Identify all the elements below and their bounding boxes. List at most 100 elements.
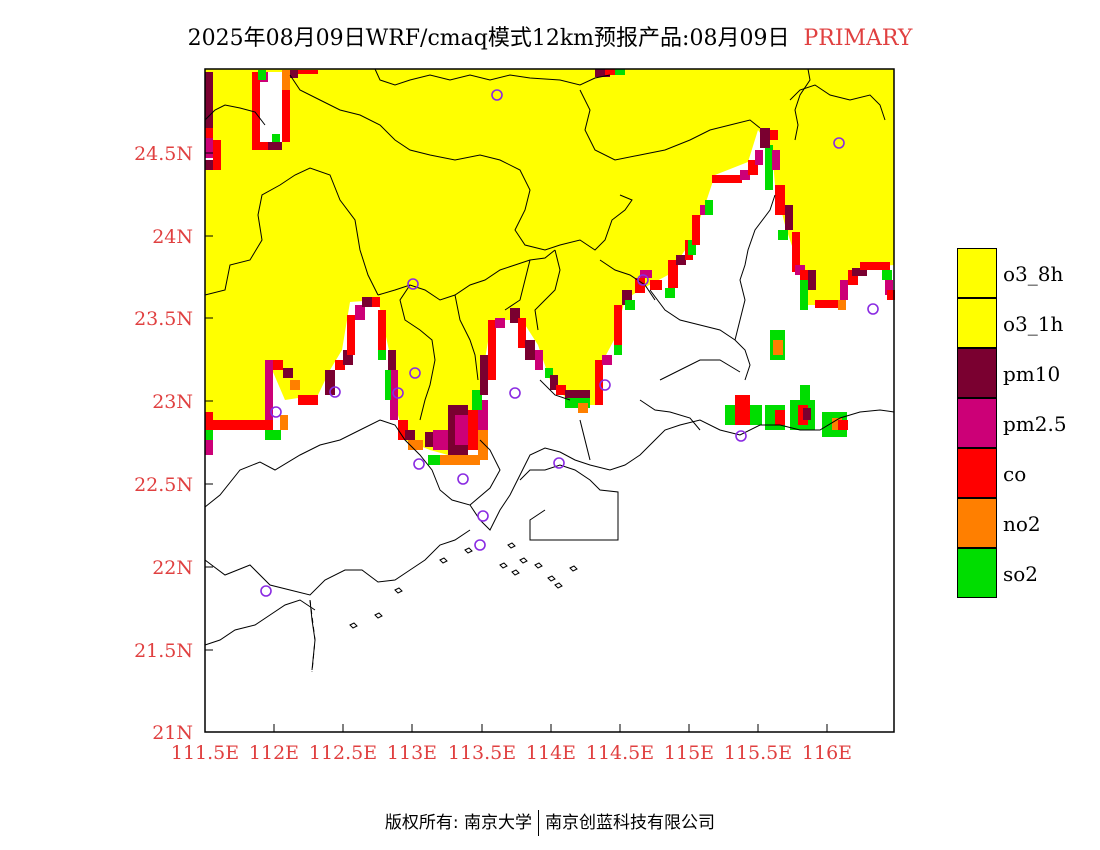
pollutant-cell-pm25 [840, 280, 848, 300]
island [547, 575, 556, 582]
legend-swatch [957, 248, 997, 298]
pollutant-cell-pm25 [755, 150, 763, 165]
pollutant-cell-no2 [282, 70, 290, 90]
pollutant-cell-so2 [265, 430, 281, 440]
ozone-region [205, 69, 894, 455]
pollutant-cell-pm25 [535, 350, 543, 370]
pollutant-cell-co [635, 278, 645, 293]
footer-right: 南京创蓝科技有限公司 [545, 813, 716, 833]
lon-tick-label: 113.5E [448, 742, 516, 764]
pollutant-cell-so2 [765, 145, 773, 190]
pollutant-cell-pm10 [205, 72, 213, 132]
pollutant-cell-so2 [615, 69, 625, 75]
pollutant-cell-co [518, 318, 526, 348]
legend-item-so2: so2 [957, 548, 1087, 598]
station-marker [329, 386, 341, 398]
boundary-line [454, 294, 479, 381]
legend-swatch [957, 448, 997, 498]
pollutant-cell-pm10 [803, 408, 811, 420]
legend-item-pm25: pm2.5 [957, 398, 1087, 448]
boundary-line [204, 104, 266, 126]
pollutant-cell-co [252, 72, 260, 142]
lat-tick-label: 24.5N [134, 143, 193, 165]
legend-label: no2 [1003, 512, 1041, 536]
footer-left: 版权所有: 南京大学 [384, 813, 533, 833]
ozone-gap [260, 72, 282, 144]
pollutant-cell-co [282, 72, 290, 142]
station-marker [735, 430, 747, 442]
pollutant-cell-pm10 [622, 290, 632, 305]
pollutant-cell-pm25 [772, 150, 780, 170]
pollutant-cell-so2 [800, 280, 808, 310]
pollutant-cell-co [468, 410, 478, 450]
station-marker [392, 387, 404, 399]
pollutant-cell-pm10 [676, 255, 686, 265]
pollutant-cell-co [298, 70, 318, 74]
station-marker [509, 387, 521, 399]
pollutant-cell-pm10 [480, 355, 488, 395]
legend: o3_8h o3_1h pm10 pm2.5 co no2 so2 [957, 248, 1087, 598]
boundary-line [399, 284, 436, 421]
pollutant-cell-so2 [385, 370, 391, 400]
legend-swatch [957, 498, 997, 548]
pollutant-cell-co [335, 360, 345, 370]
pollutant-cell-co [205, 128, 213, 138]
lat-axis: 24.5N 24N 23.5N 23N 22.5N 22N 21.5N 21N [134, 143, 213, 744]
pollutant-cell-pm10 [808, 270, 816, 290]
pollutant-cell-pm25 [433, 430, 448, 450]
station-marker [833, 137, 845, 149]
pollutant-cell-pm10 [388, 350, 396, 370]
boundary-line [794, 68, 811, 141]
lat-tick-label: 22N [152, 557, 193, 579]
lon-axis: 111.5E 112E 112.5E 113E 113.5E 114E 114.5E 115E… [171, 724, 852, 764]
pollutant-cell-pm10 [283, 368, 293, 378]
legend-swatch [957, 348, 997, 398]
pollutant-cell-co [650, 280, 662, 290]
island [569, 565, 578, 572]
title-main: 2025年08月09日WRF/cmaq模式12km预报产品:08月09日 [187, 26, 790, 51]
legend-item-o3_1h: o3_1h [957, 298, 1087, 348]
lat-tick-label: 24N [152, 226, 193, 248]
lon-tick-label: 115.5E [724, 742, 792, 764]
legend-swatch [957, 398, 997, 448]
station-marker [867, 303, 879, 315]
pollutant-cell-co [712, 175, 742, 183]
pollutant-cell-no2 [478, 430, 488, 460]
boundary-line [204, 409, 895, 531]
station-marker [270, 406, 282, 418]
island [554, 582, 563, 589]
pollutant-cell-so2 [272, 134, 280, 142]
legend-label: so2 [1003, 562, 1039, 586]
island [439, 557, 448, 564]
island [534, 562, 543, 569]
pollutant-cell-co [775, 410, 785, 425]
boundary-line [639, 399, 701, 431]
pollutant-cell-pm25 [495, 318, 505, 328]
lat-tick-label: 23N [152, 391, 193, 413]
pollutant-cell-so2 [778, 230, 788, 240]
pollutant-cell-no2 [408, 440, 423, 450]
island [464, 547, 473, 554]
pollutant-cell-pm10 [525, 340, 535, 360]
pollutant-cell-co [848, 270, 858, 285]
lat-tick-label: 23.5N [134, 308, 193, 330]
pollutant-cell-pm10 [343, 350, 353, 365]
pollutant-cell-so2 [800, 385, 810, 400]
island [511, 569, 520, 576]
pollutant-cell-no2 [280, 415, 288, 430]
island [507, 542, 516, 549]
pollutant-cell-so2 [428, 455, 440, 465]
pollutant-cell-co [595, 360, 603, 405]
boundary-line [309, 599, 316, 671]
pollutant-cell-pm10 [565, 390, 590, 398]
pollutant-cell-no2 [578, 403, 588, 413]
boundary-line [289, 74, 633, 251]
lon-tick-label: 114E [526, 742, 576, 764]
boundary-line [534, 249, 561, 331]
lon-tick-label: 114.5E [586, 742, 654, 764]
station-marker [474, 539, 486, 551]
lat-tick-label: 22.5N [134, 474, 193, 496]
pollutant-cell-co [252, 142, 282, 150]
pollutant-cell-co [838, 420, 848, 430]
